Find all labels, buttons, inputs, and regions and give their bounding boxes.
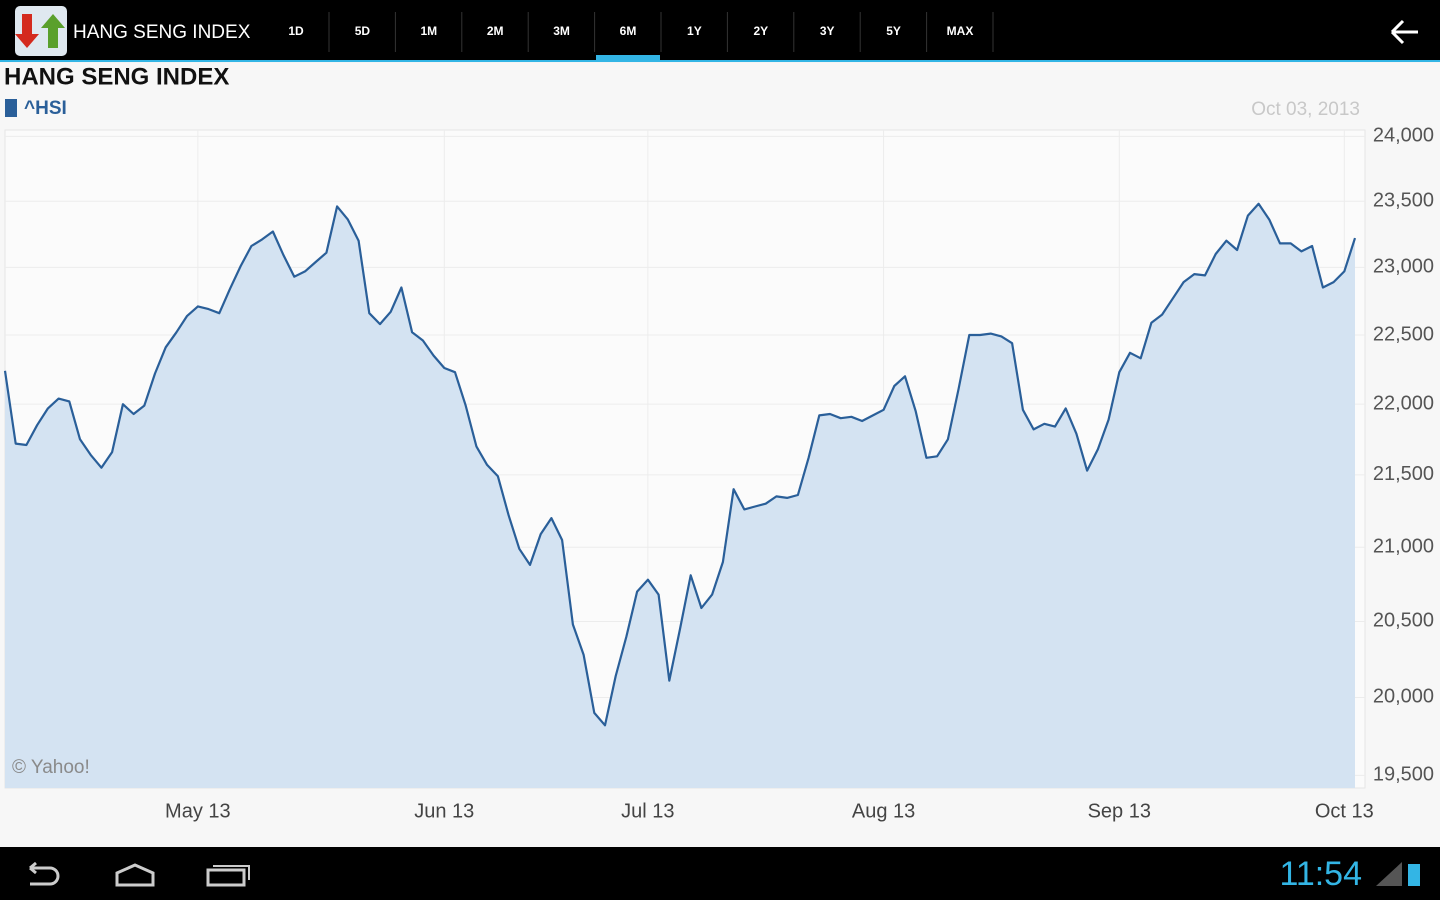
tab-label: 1M [420,24,437,38]
tab[interactable]: 1Y [687,12,728,52]
app-bar-divider [0,60,1440,62]
tab-label: 5Y [886,24,901,38]
nav-home-icon [115,863,155,887]
tab-label: 1D [288,24,304,38]
icon-up-arrow [41,14,65,48]
y-tick-label: 21,000 [1373,536,1434,558]
tab[interactable]: 3M [553,12,596,52]
tab[interactable]: 6M [596,12,662,60]
nav-back[interactable] [29,861,60,886]
tab[interactable]: 2Y [753,12,795,52]
y-tick-label: 22,500 [1373,323,1434,345]
y-tick-label: 20,000 [1373,686,1434,708]
tab-label: 2M [487,24,504,38]
legend-label: ^HSI [24,98,67,119]
tab-label: 1Y [687,24,702,38]
x-tick-label: Sep 13 [1088,800,1151,822]
y-tick-label: 20,500 [1373,610,1434,632]
y-tick-label: 19,500 [1373,764,1434,786]
y-tick-label: 21,500 [1373,463,1434,485]
tab-indicator [596,55,660,60]
app-icon[interactable] [15,6,67,56]
x-tick-label: Jun 13 [414,800,474,822]
tab[interactable]: 2M [487,12,529,52]
back-button[interactable] [1390,19,1418,45]
area-fill [5,203,1355,789]
chart-title: HANG SENG INDEX [4,63,229,90]
app-bar [0,0,1440,60]
nav-recents[interactable] [206,865,250,887]
tab[interactable]: 5D [355,12,396,52]
icon-down-arrow [15,14,39,48]
plot [3,130,1365,789]
nav-back-icon [29,861,60,886]
tab[interactable]: 3Y [820,12,861,52]
nav-recents-back [213,865,250,880]
tab[interactable]: MAX [947,12,994,52]
tab-label: MAX [947,24,974,38]
x-tick-label: May 13 [165,800,231,822]
app-title: HANG SENG INDEX [73,22,251,43]
nav-home[interactable] [115,863,155,887]
credit: © Yahoo! [12,757,90,778]
x-tick-label: Jul 13 [621,800,674,822]
tab-label: 3M [553,24,570,38]
battery-icon [1408,864,1420,886]
y-tick-label: 22,000 [1373,392,1434,414]
clock: 11:54 [1279,855,1362,893]
x-tick-label: Oct 13 [1315,800,1374,822]
date-label: Oct 03, 2013 [1251,99,1360,120]
tab[interactable]: 1D [288,12,330,52]
tab-label: 5D [355,24,371,38]
legend-swatch [5,99,17,117]
price-line [3,202,1357,727]
tab-label: 2Y [753,24,768,38]
tab[interactable]: 1M [420,12,463,52]
y-tick-label: 23,500 [1373,189,1434,211]
tab-label: 6M [620,24,637,38]
x-tick-label: Aug 13 [852,800,915,822]
tab-label: 3Y [820,24,835,38]
signal-icon [1376,862,1402,886]
y-tick-label: 24,000 [1373,125,1434,147]
nav-bar [0,847,1440,900]
y-tick-label: 23,000 [1373,256,1434,278]
nav-recents-icon [206,868,246,887]
tab[interactable]: 5Y [886,12,928,52]
back-arrow [1390,19,1418,45]
